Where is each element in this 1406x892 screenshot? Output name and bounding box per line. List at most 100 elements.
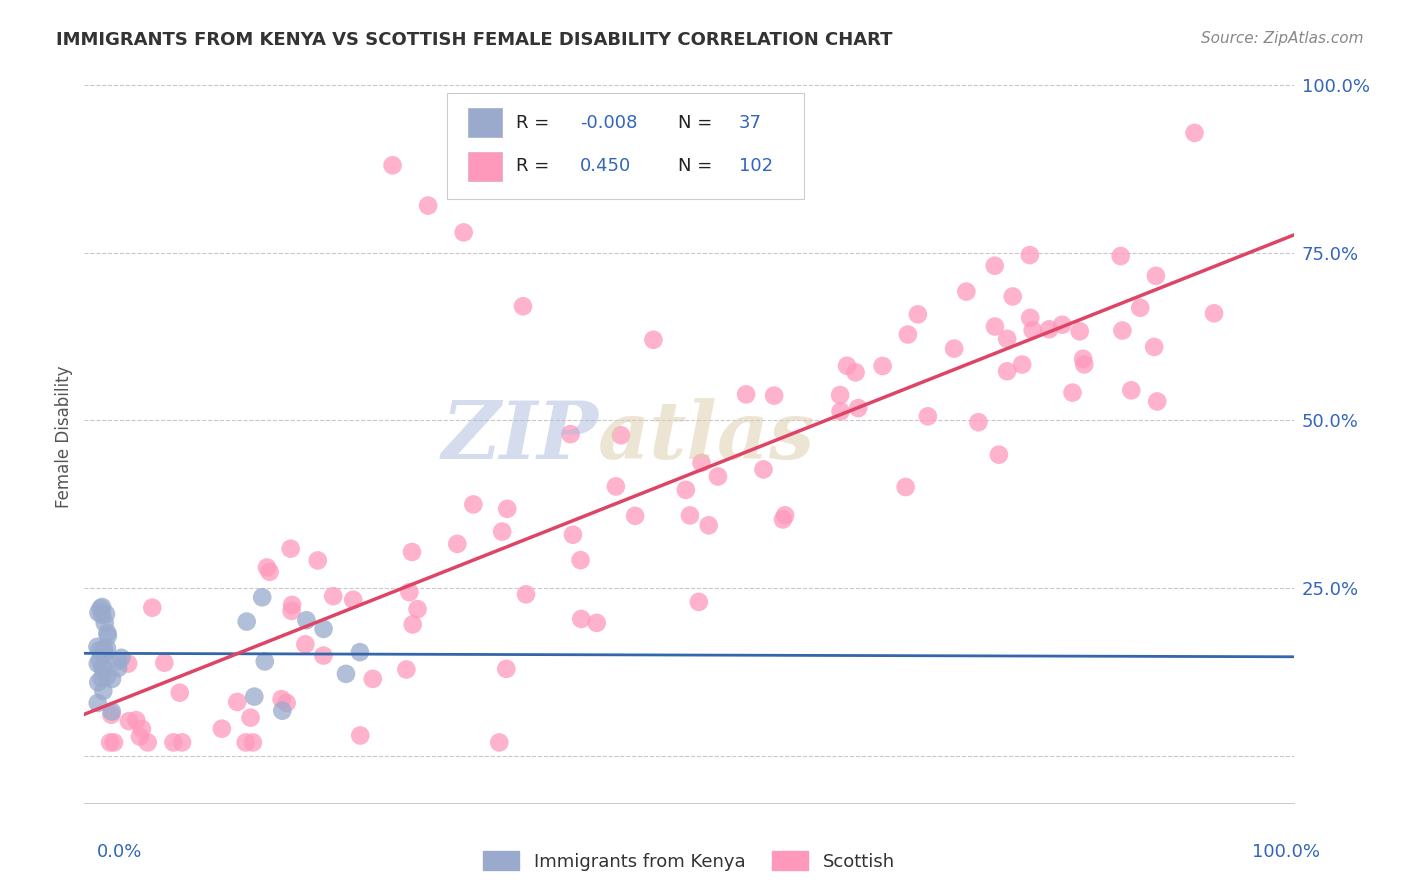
Point [239, 711, 262, 725]
Point [1069, 324, 1091, 338]
Point [91, 607, 114, 622]
Point [136, 735, 159, 749]
Point [995, 332, 1018, 346]
Point [270, 692, 292, 706]
Point [322, 589, 344, 603]
Point [243, 690, 266, 704]
Point [93, 663, 115, 677]
Point [89, 643, 111, 657]
Point [162, 735, 184, 749]
Point [1018, 248, 1040, 262]
Point [983, 259, 1005, 273]
Point [89, 653, 111, 667]
Point [91, 599, 114, 614]
Point [280, 541, 302, 556]
Point [967, 415, 990, 429]
Bar [468, 108, 502, 137]
Point [342, 592, 364, 607]
Point [141, 600, 163, 615]
Point [772, 512, 794, 526]
Point [117, 657, 139, 671]
Point [872, 359, 894, 373]
Point [128, 730, 150, 744]
Point [943, 342, 966, 356]
Point [995, 364, 1018, 378]
Point [295, 613, 318, 627]
Point [90, 671, 112, 685]
Point [312, 622, 335, 636]
Point [496, 501, 519, 516]
FancyBboxPatch shape [447, 94, 804, 200]
Point [1143, 340, 1166, 354]
Point [585, 615, 607, 630]
Point [1019, 310, 1042, 325]
Point [679, 508, 702, 523]
Point [87, 657, 110, 671]
Point [446, 537, 468, 551]
Point [361, 672, 384, 686]
Text: 37: 37 [738, 113, 762, 131]
Point [697, 518, 720, 533]
Point [690, 456, 713, 470]
Point [1062, 385, 1084, 400]
Text: 0.0%: 0.0% [97, 843, 142, 861]
Point [211, 722, 233, 736]
Point [398, 585, 420, 599]
Point [488, 735, 510, 749]
Point [107, 661, 129, 675]
Point [1011, 358, 1033, 372]
Point [1184, 126, 1206, 140]
Point [118, 714, 141, 728]
Point [418, 198, 440, 212]
Point [335, 666, 357, 681]
Point [1073, 358, 1095, 372]
Point [560, 427, 582, 442]
Point [107, 654, 129, 668]
Point [91, 660, 114, 674]
Point [91, 684, 114, 698]
Point [406, 602, 429, 616]
Point [235, 735, 257, 749]
Point [897, 327, 920, 342]
Text: atlas: atlas [599, 399, 815, 475]
Bar [468, 152, 502, 181]
Point [1001, 289, 1024, 303]
Text: 0.450: 0.450 [581, 158, 631, 176]
Point [569, 612, 592, 626]
Point [624, 508, 647, 523]
Point [1146, 394, 1168, 409]
Point [101, 705, 124, 719]
Point [86, 640, 108, 654]
Point [256, 560, 278, 574]
Text: N =: N = [678, 113, 713, 131]
Point [835, 359, 858, 373]
Point [463, 497, 485, 511]
Point [96, 640, 118, 655]
Point [569, 553, 592, 567]
Point [845, 365, 868, 379]
Point [1202, 306, 1225, 320]
Text: R =: R = [516, 113, 550, 131]
Text: 100.0%: 100.0% [1253, 843, 1320, 861]
Point [280, 604, 302, 618]
Point [94, 647, 117, 661]
Text: N =: N = [678, 158, 713, 176]
Point [125, 713, 148, 727]
Point [93, 641, 115, 656]
Point [153, 656, 176, 670]
Text: IMMIGRANTS FROM KENYA VS SCOTTISH FEMALE DISABILITY CORRELATION CHART: IMMIGRANTS FROM KENYA VS SCOTTISH FEMALE… [56, 31, 893, 49]
Point [830, 404, 852, 418]
Point [955, 285, 977, 299]
Point [235, 615, 257, 629]
Point [250, 591, 273, 605]
Point [96, 669, 118, 683]
Point [1021, 323, 1043, 337]
Point [97, 629, 120, 643]
Point [131, 722, 153, 736]
Point [763, 389, 786, 403]
Point [1111, 324, 1133, 338]
Point [610, 428, 633, 442]
Point [276, 696, 298, 710]
Point [773, 508, 796, 523]
Point [401, 545, 423, 559]
